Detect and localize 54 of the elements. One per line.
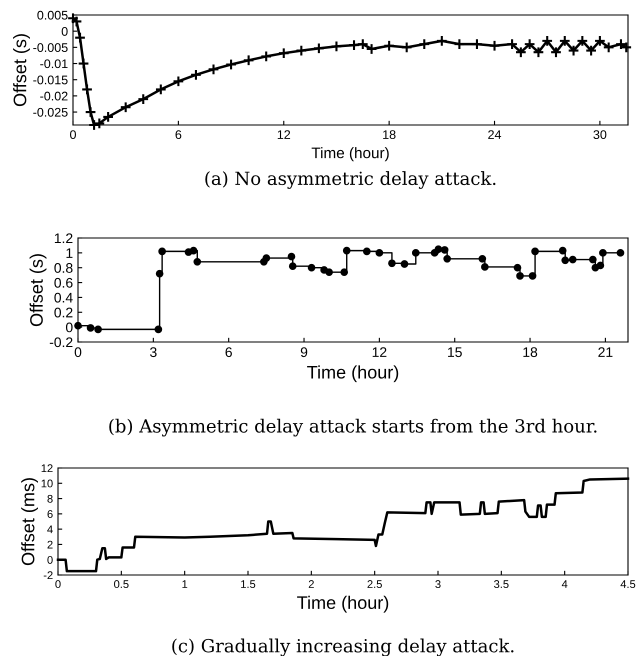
y-tick-label: 6 <box>48 510 53 518</box>
y-tick-label: 1.2 <box>54 233 72 244</box>
x-tick-label: 4 <box>562 580 568 588</box>
x-tick-label: 24 <box>488 130 502 139</box>
y-tick-label: -0.01 <box>40 59 68 68</box>
y-tick-label: 8 <box>47 494 53 503</box>
y-tick-label: 0.005 <box>37 10 68 20</box>
y-tick-label: 0.4 <box>54 292 73 303</box>
x-axis-title: Time (hour) <box>312 147 389 162</box>
y-tick-label: 1 <box>66 248 72 258</box>
y-tick-label: -0.025 <box>33 108 68 117</box>
x-tick-label: 6 <box>226 347 232 358</box>
text: (c) Gradually increasing delay attack. <box>172 638 514 656</box>
y-axis-title: Offset (ms) <box>21 478 38 566</box>
x-tick-label: 30 <box>593 130 606 140</box>
y-tick-label: 0.8 <box>54 263 73 273</box>
y-axis-title: Offset (s) <box>13 34 30 106</box>
x-tick-label: 2.5 <box>368 580 382 588</box>
x-axis-title: Time (hour) <box>297 596 388 613</box>
x-tick-label: 12 <box>372 347 386 357</box>
x-tick-label: 3 <box>150 347 157 358</box>
x-tick-label: 0.5 <box>114 580 129 588</box>
x-tick-label: 4.5 <box>620 580 636 588</box>
y-tick-label: 0.2 <box>54 308 72 318</box>
x-tick-label: 9 <box>300 347 308 358</box>
y-tick-label: 2 <box>48 540 53 548</box>
y-tick-label: -0.2 <box>50 337 72 348</box>
y-tick-label: -0.02 <box>40 92 68 101</box>
x-tick-label: 0 <box>74 347 82 358</box>
y-tick-label: -0.005 <box>33 43 68 52</box>
text: (a) No asymmetric delay attack. <box>205 171 496 189</box>
y-tick-label: 0 <box>62 26 68 36</box>
y-tick-label: 0 <box>66 322 73 332</box>
x-tick-label: 3.5 <box>494 580 509 588</box>
x-tick-label: 6 <box>176 130 182 140</box>
y-tick-label: 12 <box>42 464 53 472</box>
x-tick-label: 3 <box>435 580 441 588</box>
y-tick-label: 10 <box>42 480 53 488</box>
x-tick-label: 1.5 <box>241 580 256 588</box>
y-tick-label: -0.015 <box>33 76 68 84</box>
text: (b) Asymmetric delay attack starts from the 3rd hour. <box>109 418 596 436</box>
x-tick-label: 12 <box>278 130 290 139</box>
x-tick-label: 18 <box>383 130 396 140</box>
y-tick-label: 0 <box>47 556 53 564</box>
x-axis-title: Time (hour) <box>307 365 398 382</box>
x-tick-label: 1 <box>182 580 188 588</box>
x-tick-label: 21 <box>598 347 612 357</box>
y-tick-label: 4 <box>47 526 53 534</box>
y-tick-label: 0.6 <box>54 278 73 288</box>
x-tick-label: 15 <box>448 347 462 358</box>
y-axis-title: Offset (s) <box>30 254 46 326</box>
x-tick-label: 18 <box>523 347 538 358</box>
x-tick-label: 2 <box>308 580 314 588</box>
y-tick-label: -2 <box>44 571 53 580</box>
